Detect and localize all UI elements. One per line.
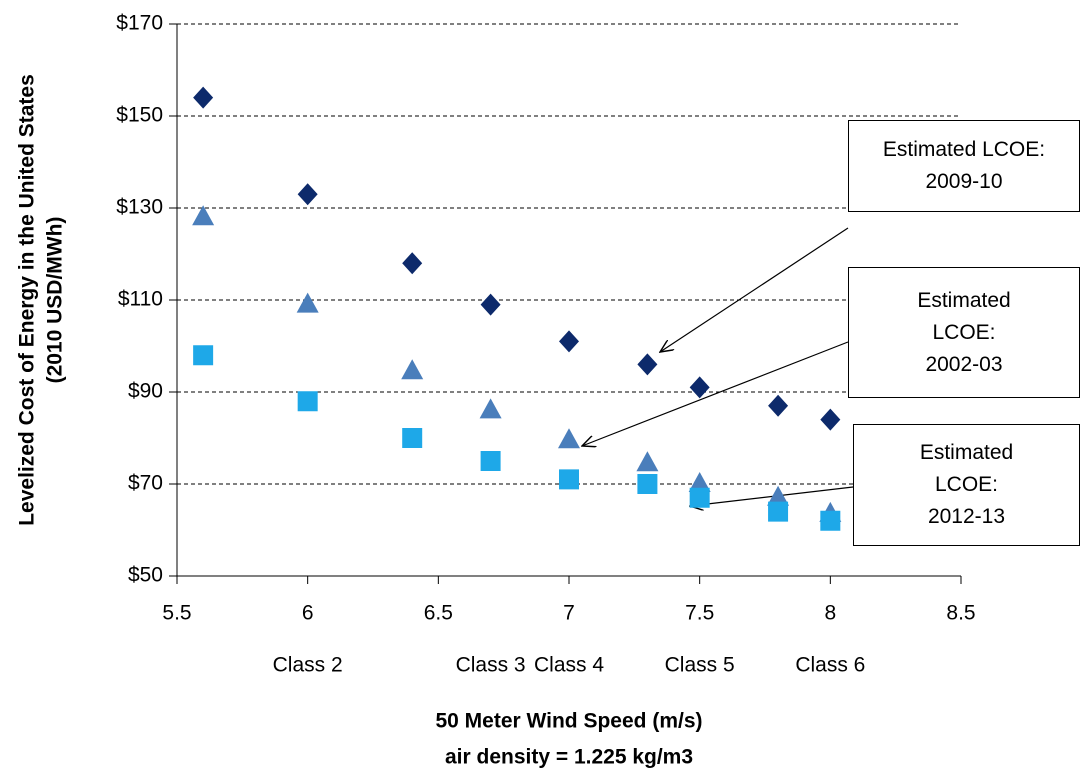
point [559, 330, 579, 353]
point [193, 86, 214, 109]
y-axis-title: Levelized Cost of Energy in the United S… [16, 74, 67, 526]
point [688, 472, 711, 492]
y-tick-label: $110 [118, 288, 163, 311]
point [689, 376, 710, 399]
class-label: Class 3 [456, 654, 526, 677]
point [820, 408, 841, 431]
y-tick-label: $70 [128, 472, 163, 495]
x-tick-label: 6.5 [424, 602, 453, 625]
point [637, 353, 658, 376]
point [296, 292, 319, 313]
y-tick-label: $50 [128, 564, 163, 587]
y-tick-label: $170 [116, 12, 163, 35]
class-label: Class 4 [534, 654, 604, 677]
y-tick-label: $130 [116, 196, 163, 219]
point [297, 391, 318, 412]
x-tick-label: 6 [302, 602, 314, 625]
y-axis-title-line: Levelized Cost of Energy in the United S… [16, 74, 39, 526]
point [402, 428, 423, 448]
class-label: Class 2 [273, 654, 343, 677]
point [480, 293, 501, 316]
point [479, 398, 502, 419]
point [636, 451, 659, 472]
arrow [660, 227, 849, 352]
x-tick-label: 8.5 [946, 602, 975, 625]
point [193, 345, 214, 366]
point [559, 469, 579, 490]
x-tick-label: 7.5 [685, 602, 714, 625]
point [558, 428, 580, 449]
point [402, 252, 423, 275]
point [767, 485, 790, 506]
point [192, 205, 215, 226]
x-axis-title: air density = 1.225 kg/m3 [445, 746, 693, 769]
point [480, 451, 501, 471]
point [768, 394, 789, 417]
x-tick-label: 5.5 [162, 602, 191, 625]
y-tick-label: $90 [128, 380, 163, 403]
point [768, 501, 789, 522]
class-label: Class 5 [665, 654, 735, 677]
y-axis-title-line: (2010 USD/MWh) [44, 217, 67, 384]
x-tick-label: 8 [824, 602, 836, 625]
arrow [582, 341, 849, 446]
x-axis-title: 50 Meter Wind Speed (m/s) [435, 710, 702, 733]
point [820, 510, 841, 531]
point [401, 359, 424, 380]
y-tick-label: $150 [116, 104, 163, 127]
point [637, 474, 658, 494]
point [689, 487, 710, 508]
annotation-box: Estimated LCOE: 2002-03 [848, 267, 1080, 398]
class-label: Class 6 [795, 654, 865, 677]
annotation-box: Estimated LCOE: 2012-13 [853, 424, 1080, 546]
point [297, 183, 318, 206]
arrow [690, 486, 854, 506]
annotation-box: Estimated LCOE: 2009-10 [848, 120, 1080, 212]
x-tick-label: 7 [563, 602, 575, 625]
